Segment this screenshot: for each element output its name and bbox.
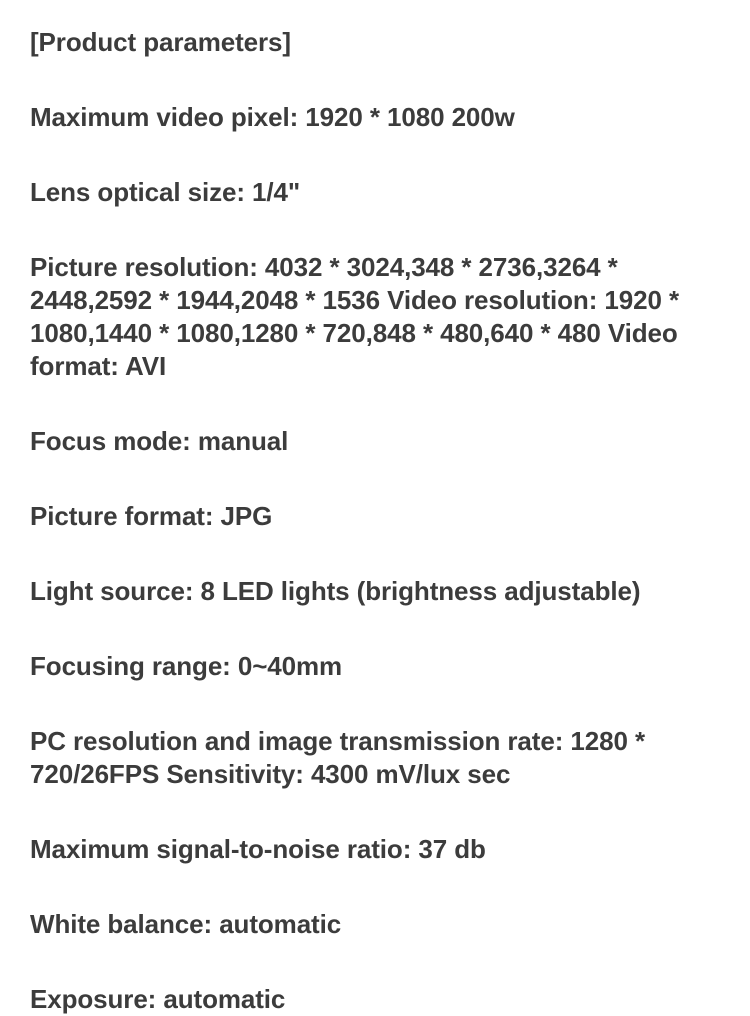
param-pc-resolution: PC resolution and image transmission rat…: [30, 725, 720, 791]
param-white-balance: White balance: automatic: [30, 908, 720, 941]
param-picture-resolution: Picture resolution: 4032 * 3024,348 * 27…: [30, 251, 720, 383]
param-focus-mode: Focus mode: manual: [30, 425, 720, 458]
param-max-video-pixel: Maximum video pixel: 1920 * 1080 200w: [30, 101, 720, 134]
param-focusing-range: Focusing range: 0~40mm: [30, 650, 720, 683]
param-light-source: Light source: 8 LED lights (brightness a…: [30, 575, 720, 608]
param-snr: Maximum signal-to-noise ratio: 37 db: [30, 833, 720, 866]
param-lens-optical-size: Lens optical size: 1/4": [30, 176, 720, 209]
param-exposure: Exposure: automatic: [30, 983, 720, 1016]
param-picture-format: Picture format: JPG: [30, 500, 720, 533]
section-header: [Product parameters]: [30, 26, 720, 59]
